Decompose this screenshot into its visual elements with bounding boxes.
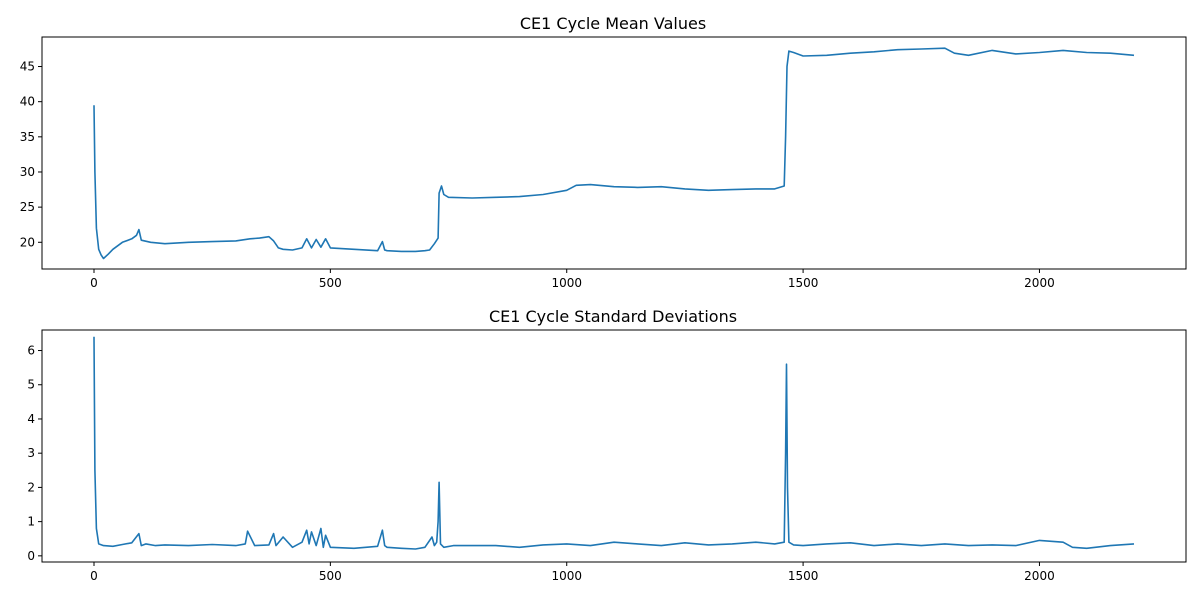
standard-deviations-x-tick-label: 0 [90, 569, 98, 583]
standard-deviations-y-tick-label: 6 [27, 344, 35, 358]
standard-deviations-x-ticks: 0 500 1000 1500 2000 [90, 562, 1055, 583]
standard-deviations-x-tick-label: 500 [319, 569, 342, 583]
standard-deviations-x-tick-label: 2000 [1024, 569, 1055, 583]
mean-values-y-tick-label: 20 [20, 235, 35, 249]
mean-values-y-ticks: 20 25 30 35 40 45 [20, 60, 42, 249]
mean-values-y-tick-label: 30 [20, 165, 35, 179]
standard-deviations-x-tick-label: 1500 [788, 569, 819, 583]
mean-values-x-tick-label: 1500 [788, 276, 819, 290]
mean-values-axes-frame [41, 36, 1187, 270]
mean-values-y-tick-label: 45 [20, 60, 35, 74]
standard-deviations-title: CE1 Cycle Standard Deviations [489, 307, 737, 326]
standard-deviations-axes-frame [41, 329, 1187, 563]
standard-deviations-panel: CE1 Cycle Standard Deviations 0 500 1000 15… [27, 307, 1187, 583]
standard-deviations-y-tick-label: 5 [27, 378, 35, 392]
mean-values-y-tick-label: 35 [20, 130, 35, 144]
standard-deviations-y-tick-label: 0 [27, 549, 35, 563]
mean-values-y-tick-label: 25 [20, 200, 35, 214]
mean-values-x-tick-label: 500 [319, 276, 342, 290]
mean-values-title: CE1 Cycle Mean Values [520, 14, 706, 33]
mean-values-x-tick-label: 0 [90, 276, 98, 290]
standard-deviations-y-tick-label: 1 [27, 515, 35, 529]
standard-deviations-x-tick-label: 1000 [551, 569, 582, 583]
mean-values-x-ticks: 0 500 1000 1500 2000 [90, 269, 1055, 290]
standard-deviations-line-layer [93, 336, 1135, 550]
mean-values-y-tick-label: 40 [20, 95, 35, 109]
standard-deviations-y-ticks: 0 1 2 3 4 5 6 [27, 344, 42, 563]
mean-values-series-line [93, 47, 1135, 260]
mean-values-x-tick-label: 2000 [1024, 276, 1055, 290]
standard-deviations-y-tick-label: 3 [27, 446, 35, 460]
standard-deviations-y-tick-label: 4 [27, 412, 35, 426]
standard-deviations-y-tick-label: 2 [27, 480, 35, 494]
standard-deviations-series-line [93, 336, 1135, 550]
mean-values-line-layer [93, 47, 1135, 260]
mean-values-panel: CE1 Cycle Mean Values 0 500 1000 1500 2000 2… [20, 14, 1187, 290]
mean-values-x-tick-label: 1000 [551, 276, 582, 290]
